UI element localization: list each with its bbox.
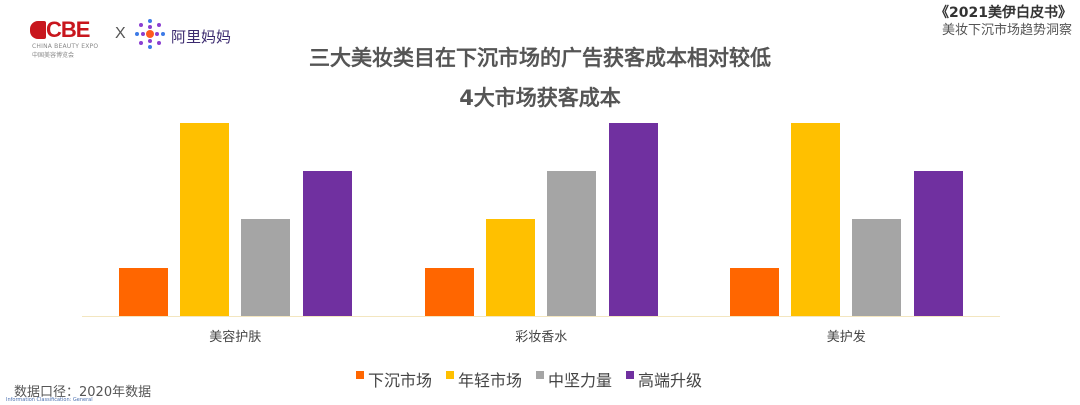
legend-label: 中坚力量 [548, 371, 613, 390]
alimama-logo-icon [135, 19, 165, 49]
legend-label: 高端升级 [638, 371, 703, 390]
cbe-logo-text: CBE [46, 17, 90, 42]
legend-swatch-icon [356, 371, 364, 379]
bar-0-0 [119, 267, 168, 316]
bar-2-2 [852, 219, 902, 316]
data-source-note: 数据口径：2020年数据 [14, 385, 152, 400]
legend-item: 中坚力量 [536, 367, 612, 391]
legend-item: 年轻市场 [446, 367, 522, 391]
x-tick-label: 彩妆香水 [515, 330, 568, 345]
bar-2-0 [730, 267, 779, 316]
bar-1-0 [425, 267, 474, 316]
chart-legend: 下沉市场 年轻市场 中坚力量 高端升级 [356, 367, 702, 391]
alimama-logo: 阿里妈妈 [133, 19, 243, 50]
cbe-logo: CBE CHINA BEAUTY EXPO 中国美容博览会 [30, 17, 110, 59]
bar-0-3 [302, 171, 352, 316]
legend-label: 下沉市场 [368, 371, 433, 390]
cbe-logo-sub-en: CHINA BEAUTY EXPO [32, 43, 99, 50]
bar-2-3 [913, 171, 963, 316]
cbe-logo-mark-icon [30, 21, 46, 39]
legend-label: 年轻市场 [458, 371, 523, 390]
chart-headline: 三大美妆类目在下沉市场的广告获客成本相对较低 [309, 46, 771, 70]
bar-0-2 [241, 219, 291, 316]
classification-label: Information Classification: General [6, 397, 93, 403]
x-tick-label: 美护发 [826, 330, 866, 345]
bar-0-1 [180, 122, 230, 316]
legend-item: 下沉市场 [356, 367, 432, 391]
legend-swatch-icon [626, 371, 635, 379]
alimama-logo-text: 阿里妈妈 [171, 28, 232, 46]
legend-swatch-icon [536, 371, 545, 379]
bar-2-1 [791, 122, 841, 316]
x-axis-line [82, 316, 1000, 317]
bar-1-3 [608, 122, 658, 316]
report-subtitle: 美妆下沉市场趋势洞察 [941, 23, 1072, 38]
x-tick-label: 美容护肤 [209, 330, 262, 345]
chart-title: 4大市场获客成本 [459, 86, 621, 110]
report-title: 《2021美伊白皮书》 [935, 5, 1072, 21]
logo-separator: X [115, 25, 126, 42]
legend-swatch-icon [446, 371, 455, 379]
bar-1-1 [486, 219, 536, 316]
bar-1-2 [547, 171, 597, 316]
legend-item: 高端升级 [626, 367, 702, 391]
cbe-logo-sub-cn: 中国美容博览会 [32, 52, 75, 59]
report-brand: 《2021美伊白皮书》 美妆下沉市场趋势洞察 [935, 4, 1072, 40]
